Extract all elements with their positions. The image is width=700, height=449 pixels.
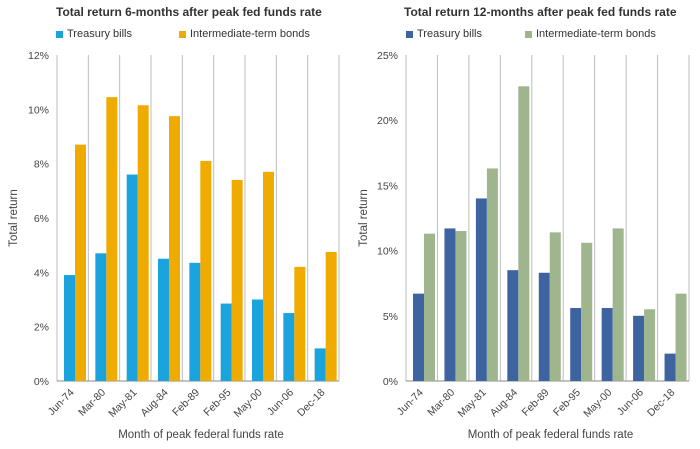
x-axis-label: Month of peak federal funds rate [468,429,634,441]
legend-swatch [56,30,63,38]
bar-treasury-bills [95,253,107,381]
y-axis-label: Total return [358,189,370,247]
x-tick-label: Mar-80 [425,387,457,419]
bar-treasury-bills [189,262,201,381]
y-tick-label: 8% [34,159,49,171]
bar-intermediate-term-bonds [644,309,656,381]
bar-intermediate-term-bonds [200,160,212,381]
x-tick-label: Mar-80 [76,387,108,419]
bar-intermediate-term-bonds [106,97,118,381]
y-tick-label: 6% [34,213,49,225]
bar-intermediate-term-bonds [75,144,86,381]
y-axis-label: Total return [8,189,20,247]
bar-intermediate-term-bonds [518,86,530,382]
y-tick-label: 20% [377,115,398,127]
bar-treasury-bills [314,348,326,381]
bar-treasury-bills [507,270,519,381]
legend-item-treasury-bills: Treasury bills [406,28,482,40]
legend-label: Intermediate-term bonds [536,28,656,40]
bar-treasury-bills [158,258,169,381]
legend-label: Treasury bills [417,28,482,40]
x-axis-label: Month of peak federal funds rate [118,429,284,441]
bar-intermediate-term-bonds [486,168,498,381]
bar-intermediate-term-bonds [137,105,149,381]
chart-title: Total return 6-months after peak fed fun… [56,5,322,19]
y-tick-label: 15% [377,180,398,192]
bar-treasury-bills [252,299,263,381]
y-tick-label: 10% [28,104,49,116]
bar-intermediate-term-bonds [169,116,180,381]
x-tick-label: Jun-74 [46,387,77,418]
y-tick-label: 10% [377,246,398,258]
legend-swatch [179,30,186,38]
chart-panel-12-month: Total return 12-months after peak fed fu… [350,0,700,449]
chart-plot: 0% 2% 4% 6% 8% 10% 12% Jun-74 Mar-80May-81Aug-84… [8,50,340,441]
bar-intermediate-term-bonds [581,242,593,381]
x-tick-label: Dec-18 [645,387,678,420]
x-tick-label: Feb-89 [170,387,202,419]
x-tick-label: Aug-84 [488,387,521,420]
legend-item-intermediate-term-bonds: Intermediate-term bonds [179,28,310,40]
bar-treasury-bills [601,307,613,381]
legend-item-intermediate-term-bonds: Intermediate-term bonds [525,28,656,40]
bar-treasury-bills [413,293,424,381]
x-tick-label: Jun-06 [615,387,646,418]
x-tick-label: Feb-95 [551,387,583,419]
bar-treasury-bills [475,198,487,381]
x-tick-label: Jun-74 [395,387,426,418]
bar-intermediate-term-bonds [263,171,274,381]
x-tick-label: Jun-06 [265,387,296,418]
y-tick-label: 25% [377,50,398,62]
bar-treasury-bills [64,275,75,381]
bar-treasury-bills [570,307,582,381]
x-tick-label: May-00 [232,387,265,420]
x-tick-label: Dec-18 [295,387,328,420]
y-tick-label: 5% [383,311,398,323]
y-tick-label: 0% [34,376,49,388]
legend-label: Treasury bills [67,28,132,40]
x-tick-label: Feb-89 [520,387,552,419]
legend-item-treasury-bills: Treasury bills [56,28,132,40]
bar-treasury-bills [538,272,550,381]
x-tick-label: Aug-84 [138,387,171,420]
bar-treasury-bills [444,228,456,381]
chart-title: Total return 12-months after peak fed fu… [404,5,677,19]
bar-intermediate-term-bonds [455,231,467,381]
bar-intermediate-term-bonds [424,233,435,381]
y-tick-label: 12% [28,50,49,62]
bar-treasury-bills [283,313,295,381]
x-tick-label: May-81 [106,387,139,420]
bar-intermediate-term-bonds [549,232,561,381]
y-tick-label: 0% [383,376,398,388]
x-tick-label: Feb-95 [201,387,233,419]
bar-intermediate-term-bonds [325,251,337,381]
bar-treasury-bills [633,315,645,381]
bar-intermediate-term-bonds [612,228,624,381]
y-tick-label: 4% [34,267,49,279]
x-tick-label: May-00 [581,387,614,420]
bar-intermediate-term-bonds [675,293,687,381]
x-tick-label: May-81 [455,387,488,420]
legend-swatch [406,30,413,38]
bar-intermediate-term-bonds [294,266,306,381]
legend-swatch [525,30,532,38]
bar-treasury-bills [664,353,676,381]
legend-label: Intermediate-term bonds [190,28,310,40]
bar-intermediate-term-bonds [231,179,243,381]
y-tick-label: 2% [34,322,49,334]
bar-treasury-bills [126,174,138,381]
bar-treasury-bills [220,303,232,381]
chart-panel-6-month: Total return 6-months after peak fed fun… [8,5,340,441]
